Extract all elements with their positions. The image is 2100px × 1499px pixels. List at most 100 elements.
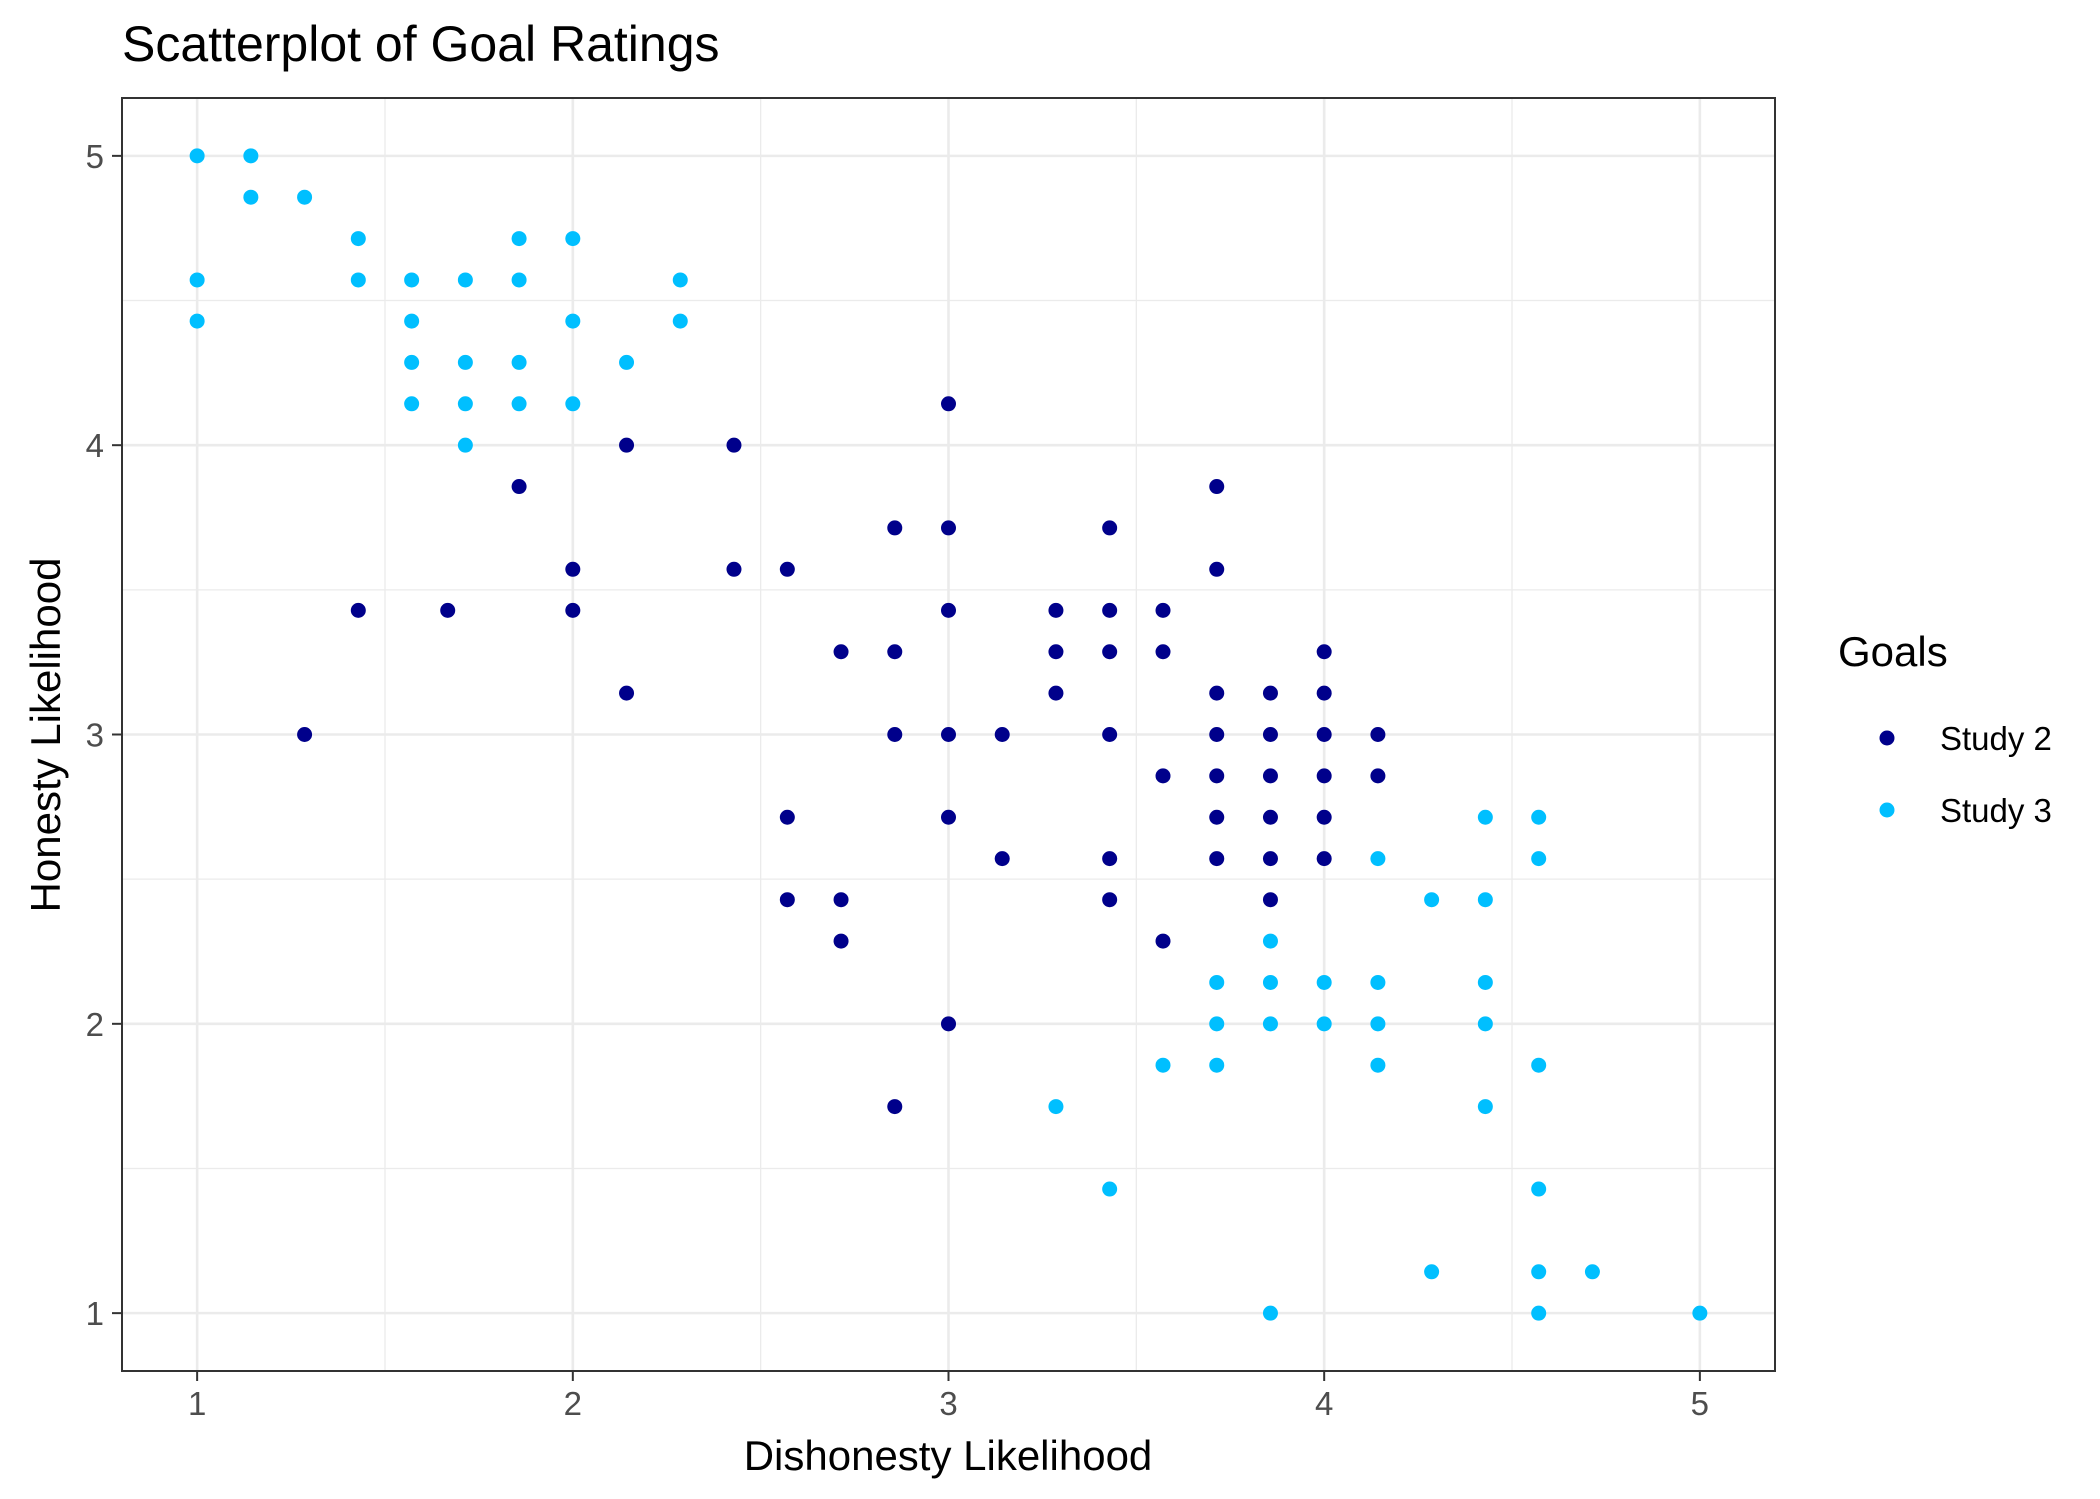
data-point <box>941 602 956 618</box>
data-point <box>1262 768 1278 784</box>
data-point <box>1316 768 1332 784</box>
data-point <box>1316 644 1332 660</box>
data-point <box>1531 809 1547 825</box>
data-point <box>1262 974 1278 990</box>
legend-title: Goals <box>1838 628 1948 675</box>
data-point <box>404 272 420 288</box>
data-point <box>1316 727 1332 742</box>
data-point <box>833 933 849 949</box>
data-point <box>1316 809 1332 825</box>
x-tick-label: 1 <box>188 1385 206 1422</box>
data-point <box>243 189 259 205</box>
data-point <box>297 189 313 205</box>
data-point <box>350 231 366 247</box>
data-point <box>1262 1305 1278 1321</box>
x-tick-label: 4 <box>1315 1385 1333 1422</box>
data-point <box>1102 727 1118 742</box>
data-point <box>1477 809 1493 825</box>
legend-label: Study 2 <box>1940 720 2052 757</box>
data-point <box>1584 1264 1600 1280</box>
data-point <box>189 313 205 329</box>
data-point <box>1262 933 1278 949</box>
data-point <box>404 396 420 412</box>
data-point <box>350 602 366 618</box>
data-point <box>619 354 635 370</box>
data-point <box>511 231 527 247</box>
data-point <box>1370 974 1386 990</box>
data-point <box>1209 851 1225 867</box>
legend-key <box>1879 802 1895 818</box>
data-point <box>779 809 795 825</box>
data-point <box>1155 602 1171 618</box>
data-point <box>1316 685 1332 701</box>
data-point <box>1262 892 1278 908</box>
data-points <box>189 148 1708 1321</box>
data-point <box>1692 1305 1708 1321</box>
data-point <box>941 1016 956 1032</box>
data-point <box>1048 1099 1064 1115</box>
data-point <box>565 561 581 577</box>
data-point <box>1316 1016 1332 1032</box>
data-point <box>1102 644 1118 660</box>
y-tick-label: 4 <box>86 427 104 464</box>
chart-title: Scatterplot of Goal Ratings <box>122 16 720 72</box>
y-tick-label: 2 <box>86 1006 104 1043</box>
data-point <box>1209 727 1225 742</box>
data-point <box>887 520 903 536</box>
data-point <box>1531 851 1547 867</box>
data-point <box>1209 1057 1225 1073</box>
data-point <box>1102 602 1118 618</box>
data-point <box>457 354 473 370</box>
data-point <box>1102 520 1118 536</box>
data-point <box>1155 1057 1171 1073</box>
legend-label: Study 3 <box>1940 792 2052 829</box>
data-point <box>297 727 313 742</box>
data-point <box>1209 685 1225 701</box>
data-point <box>1155 644 1171 660</box>
data-point <box>672 313 688 329</box>
data-point <box>1048 685 1064 701</box>
data-point <box>404 313 420 329</box>
data-point <box>1531 1181 1547 1197</box>
data-point <box>779 561 795 577</box>
data-point <box>511 354 527 370</box>
data-point <box>1370 727 1386 742</box>
data-point <box>1209 809 1225 825</box>
data-point <box>511 479 527 495</box>
x-tick-label: 5 <box>1691 1385 1709 1422</box>
y-axis: 1 2 3 4 5 <box>86 138 122 1332</box>
data-point <box>440 602 456 618</box>
data-point <box>1316 974 1332 990</box>
data-point <box>1209 561 1225 577</box>
data-point <box>887 644 903 660</box>
data-point <box>1424 1264 1440 1280</box>
y-tick-label: 5 <box>86 138 104 175</box>
data-point <box>1209 768 1225 784</box>
data-point <box>1262 1016 1278 1032</box>
data-point <box>457 437 473 453</box>
data-point <box>189 148 205 164</box>
data-point <box>1370 1016 1386 1032</box>
data-point <box>1370 1057 1386 1073</box>
data-point <box>1048 644 1064 660</box>
data-point <box>1477 1099 1493 1115</box>
data-point <box>1262 851 1278 867</box>
data-point <box>672 272 688 288</box>
data-point <box>565 313 581 329</box>
data-point <box>1262 685 1278 701</box>
x-axis-title: Dishonesty Likelihood <box>744 1432 1153 1479</box>
x-axis: 1 2 3 4 5 <box>188 1371 1709 1422</box>
data-point <box>1531 1305 1547 1321</box>
y-axis-title: Honesty Likelihood <box>22 558 69 913</box>
data-point <box>1102 1181 1118 1197</box>
data-point <box>1262 727 1278 742</box>
data-point <box>457 272 473 288</box>
data-point <box>243 148 259 164</box>
data-point <box>1477 974 1493 990</box>
data-point <box>887 1099 903 1115</box>
data-point <box>726 561 742 577</box>
y-tick-label: 1 <box>86 1295 104 1332</box>
data-point <box>1155 768 1171 784</box>
data-point <box>1102 892 1118 908</box>
